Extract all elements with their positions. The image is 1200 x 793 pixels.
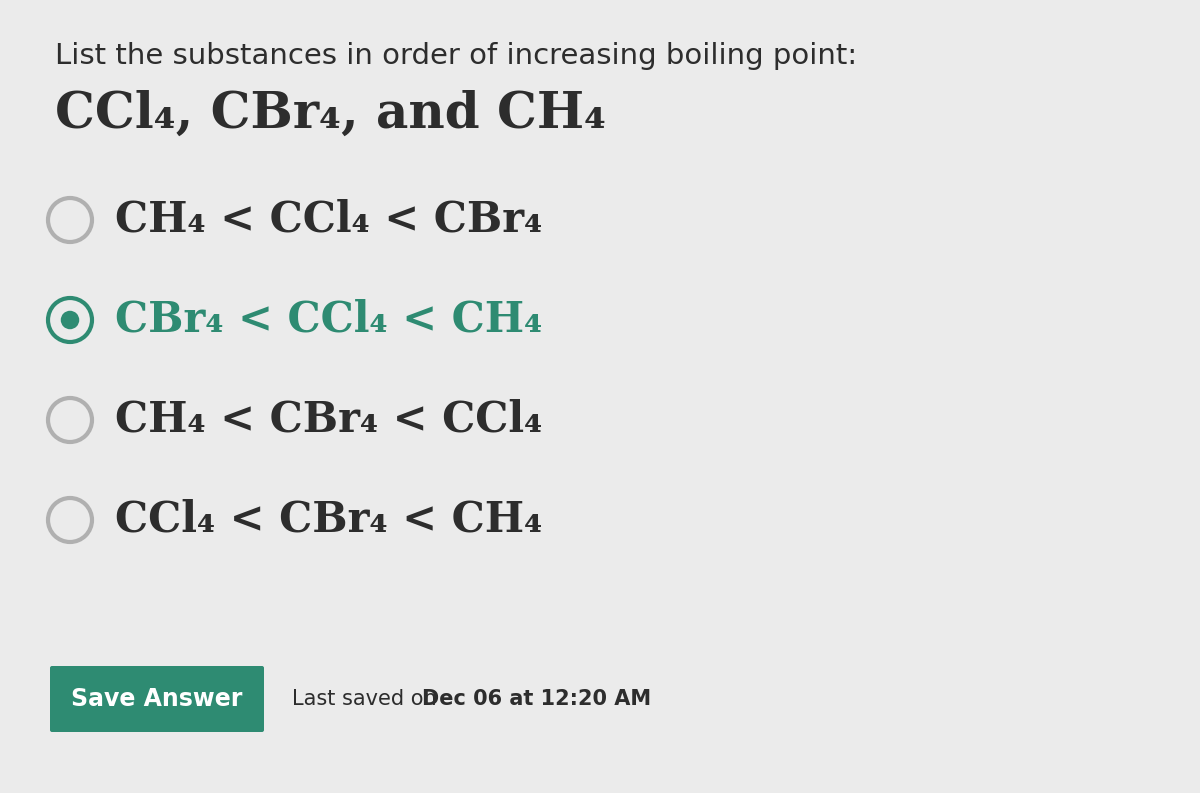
Text: Save Answer: Save Answer (71, 687, 242, 711)
Text: CCl₄, CBr₄, and CH₄: CCl₄, CBr₄, and CH₄ (55, 90, 606, 139)
Text: Dec 06 at 12:20 AM: Dec 06 at 12:20 AM (422, 689, 652, 709)
Text: Last saved on: Last saved on (292, 689, 443, 709)
Text: CH₄ < CBr₄ < CCl₄: CH₄ < CBr₄ < CCl₄ (115, 399, 542, 441)
FancyBboxPatch shape (50, 666, 264, 732)
Text: CCl₄ < CBr₄ < CH₄: CCl₄ < CBr₄ < CH₄ (115, 499, 542, 541)
Text: CBr₄ < CCl₄ < CH₄: CBr₄ < CCl₄ < CH₄ (115, 299, 542, 341)
Text: List the substances in order of increasing boiling point:: List the substances in order of increasi… (55, 42, 857, 70)
Circle shape (61, 311, 79, 329)
Text: CH₄ < CCl₄ < CBr₄: CH₄ < CCl₄ < CBr₄ (115, 199, 542, 241)
